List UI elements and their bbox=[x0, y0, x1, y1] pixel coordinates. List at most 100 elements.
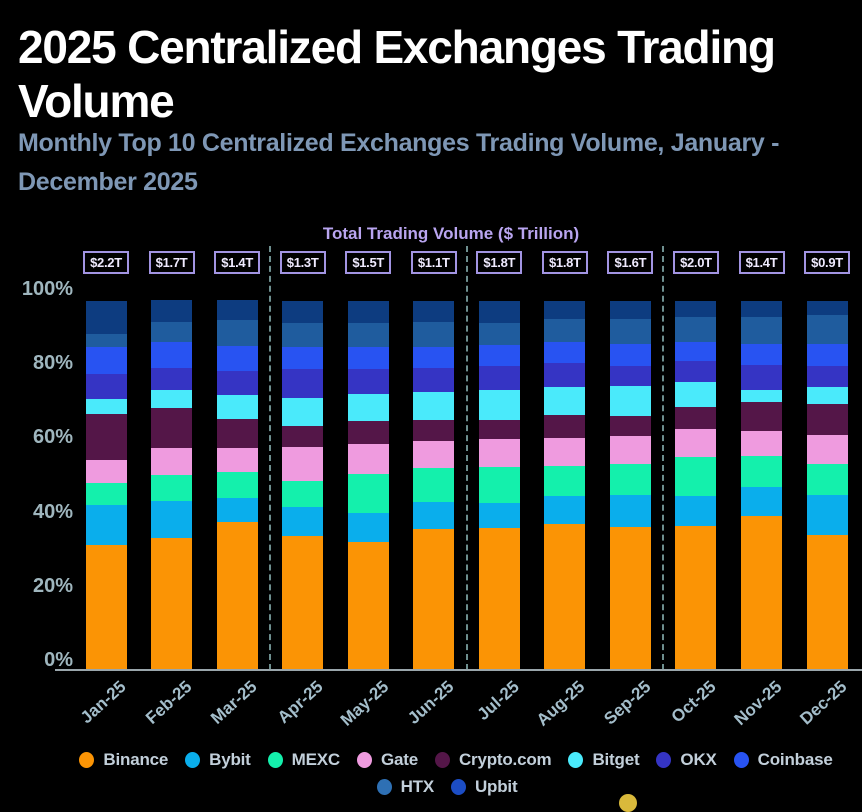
segment-Bitget-Jun-25[interactable] bbox=[413, 391, 455, 421]
legend-item-Coinbase[interactable]: Coinbase bbox=[733, 750, 833, 770]
segment-HTX-Sep-25[interactable] bbox=[609, 318, 651, 345]
segment-Bybit-Mar-25[interactable] bbox=[216, 498, 258, 523]
segment-Crypto.com-Sep-25[interactable] bbox=[609, 415, 651, 437]
segment-Bitget-Aug-25[interactable] bbox=[544, 386, 586, 416]
segment-Crypto.com-Jan-25[interactable] bbox=[85, 414, 127, 460]
segment-Upbit-Feb-25[interactable] bbox=[151, 300, 193, 322]
segment-Crypto.com-Nov-25[interactable] bbox=[741, 402, 782, 431]
segment-Bitget-Apr-25[interactable] bbox=[282, 397, 324, 427]
segment-Crypto.com-Oct-25[interactable] bbox=[675, 406, 717, 429]
segment-Gate-Mar-25[interactable] bbox=[216, 448, 258, 473]
legend-item-MEXC[interactable]: MEXC bbox=[267, 750, 340, 770]
segment-Binance-Jan-25[interactable] bbox=[85, 544, 127, 670]
legend-item-Crypto.com[interactable]: Crypto.com bbox=[434, 750, 552, 770]
segment-Bitget-Dec-25[interactable] bbox=[806, 386, 848, 405]
segment-Coinbase-Dec-25[interactable] bbox=[806, 344, 848, 367]
segment-MEXC-Jul-25[interactable] bbox=[478, 467, 520, 504]
segment-Gate-Nov-25[interactable] bbox=[741, 430, 782, 457]
segment-Upbit-Aug-25[interactable] bbox=[544, 301, 586, 319]
segment-HTX-Jan-25[interactable] bbox=[85, 334, 127, 347]
segment-OKX-Feb-25[interactable] bbox=[151, 367, 193, 390]
segment-Upbit-Jul-25[interactable] bbox=[478, 301, 520, 323]
segment-HTX-Aug-25[interactable] bbox=[544, 318, 586, 343]
segment-HTX-Mar-25[interactable] bbox=[216, 320, 258, 346]
segment-Crypto.com-Jun-25[interactable] bbox=[413, 420, 455, 441]
segment-Crypto.com-Mar-25[interactable] bbox=[216, 419, 258, 449]
segment-Bitget-Feb-25[interactable] bbox=[151, 389, 193, 409]
segment-Coinbase-Feb-25[interactable] bbox=[151, 341, 193, 368]
segment-Upbit-May-25[interactable] bbox=[347, 301, 389, 324]
segment-Crypto.com-Dec-25[interactable] bbox=[806, 404, 848, 435]
legend-item-Bybit[interactable]: Bybit bbox=[185, 750, 251, 770]
segment-Coinbase-Mar-25[interactable] bbox=[216, 345, 258, 372]
segment-Upbit-Jun-25[interactable] bbox=[413, 301, 455, 322]
segment-Binance-Oct-25[interactable] bbox=[675, 525, 717, 670]
segment-Coinbase-Jul-25[interactable] bbox=[478, 345, 520, 367]
segment-Crypto.com-Aug-25[interactable] bbox=[544, 415, 586, 439]
segment-OKX-Dec-25[interactable] bbox=[806, 366, 848, 387]
segment-MEXC-Nov-25[interactable] bbox=[741, 456, 782, 487]
segment-Gate-Jun-25[interactable] bbox=[413, 440, 455, 469]
segment-Binance-Aug-25[interactable] bbox=[544, 523, 586, 670]
segment-MEXC-Jun-25[interactable] bbox=[413, 468, 455, 502]
segment-Gate-Oct-25[interactable] bbox=[675, 428, 717, 458]
segment-Upbit-Nov-25[interactable] bbox=[741, 301, 782, 317]
segment-Bitget-Nov-25[interactable] bbox=[741, 389, 782, 403]
segment-HTX-Jul-25[interactable] bbox=[478, 322, 520, 346]
segment-HTX-Nov-25[interactable] bbox=[741, 316, 782, 344]
segment-Bybit-Feb-25[interactable] bbox=[151, 500, 193, 539]
segment-Bybit-Jul-25[interactable] bbox=[478, 503, 520, 528]
segment-Binance-Feb-25[interactable] bbox=[151, 538, 193, 670]
segment-Gate-Apr-25[interactable] bbox=[282, 447, 324, 482]
segment-OKX-Mar-25[interactable] bbox=[216, 371, 258, 396]
segment-HTX-May-25[interactable] bbox=[347, 323, 389, 348]
segment-Crypto.com-Apr-25[interactable] bbox=[282, 426, 324, 448]
segment-Gate-Aug-25[interactable] bbox=[544, 438, 586, 466]
segment-Bitget-Oct-25[interactable] bbox=[675, 381, 717, 407]
segment-Gate-Dec-25[interactable] bbox=[806, 434, 848, 465]
segment-Crypto.com-Feb-25[interactable] bbox=[151, 408, 193, 449]
segment-Bybit-Dec-25[interactable] bbox=[806, 494, 848, 535]
segment-Gate-Jan-25[interactable] bbox=[85, 459, 127, 484]
segment-Bitget-May-25[interactable] bbox=[347, 393, 389, 422]
segment-Upbit-Jan-25[interactable] bbox=[85, 301, 127, 335]
segment-Coinbase-Aug-25[interactable] bbox=[544, 342, 586, 363]
segment-Coinbase-May-25[interactable] bbox=[347, 347, 389, 370]
segment-Binance-Dec-25[interactable] bbox=[806, 534, 848, 670]
segment-Binance-May-25[interactable] bbox=[347, 541, 389, 670]
segment-Bitget-Jan-25[interactable] bbox=[85, 398, 127, 415]
segment-Gate-Feb-25[interactable] bbox=[151, 448, 193, 475]
segment-Crypto.com-Jul-25[interactable] bbox=[478, 419, 520, 439]
segment-OKX-Sep-25[interactable] bbox=[609, 366, 651, 387]
segment-MEXC-Aug-25[interactable] bbox=[544, 465, 586, 496]
segment-Coinbase-Jun-25[interactable] bbox=[413, 347, 455, 368]
segment-MEXC-Oct-25[interactable] bbox=[675, 457, 717, 497]
segment-OKX-May-25[interactable] bbox=[347, 369, 389, 394]
segment-Binance-Sep-25[interactable] bbox=[609, 526, 651, 670]
legend-item-OKX[interactable]: OKX bbox=[656, 750, 717, 770]
segment-Bybit-Nov-25[interactable] bbox=[741, 486, 782, 517]
segment-MEXC-Jan-25[interactable] bbox=[85, 483, 127, 505]
segment-Binance-Jun-25[interactable] bbox=[413, 529, 455, 670]
segment-MEXC-May-25[interactable] bbox=[347, 473, 389, 514]
segment-Binance-Jul-25[interactable] bbox=[478, 527, 520, 670]
segment-HTX-Dec-25[interactable] bbox=[806, 315, 848, 345]
legend-item-Upbit[interactable]: Upbit bbox=[450, 777, 518, 797]
segment-MEXC-Sep-25[interactable] bbox=[609, 464, 651, 495]
segment-Gate-May-25[interactable] bbox=[347, 444, 389, 474]
segment-Coinbase-Sep-25[interactable] bbox=[609, 344, 651, 367]
segment-OKX-Jan-25[interactable] bbox=[85, 374, 127, 399]
segment-Bybit-Aug-25[interactable] bbox=[544, 495, 586, 524]
segment-Bitget-Jul-25[interactable] bbox=[478, 389, 520, 420]
segment-OKX-Oct-25[interactable] bbox=[675, 361, 717, 382]
legend-item-Bitget[interactable]: Bitget bbox=[568, 750, 640, 770]
legend-item-HTX[interactable]: HTX bbox=[376, 777, 434, 797]
segment-HTX-Feb-25[interactable] bbox=[151, 321, 193, 342]
segment-HTX-Oct-25[interactable] bbox=[675, 316, 717, 343]
segment-Coinbase-Nov-25[interactable] bbox=[741, 344, 782, 365]
segment-Bybit-Jun-25[interactable] bbox=[413, 501, 455, 530]
segment-MEXC-Feb-25[interactable] bbox=[151, 474, 193, 501]
segment-HTX-Apr-25[interactable] bbox=[282, 323, 324, 347]
segment-Binance-Nov-25[interactable] bbox=[741, 516, 782, 670]
segment-MEXC-Apr-25[interactable] bbox=[282, 481, 324, 508]
